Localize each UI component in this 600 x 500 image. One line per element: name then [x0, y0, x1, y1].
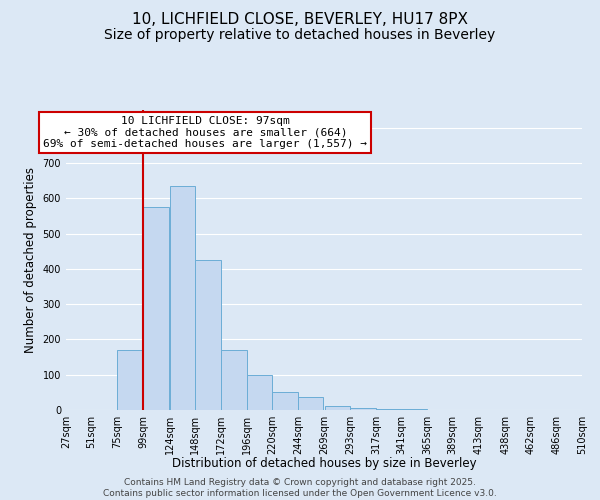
Bar	[195, 260, 221, 410]
Bar	[325, 406, 350, 410]
Bar	[350, 408, 376, 410]
Bar	[143, 207, 169, 410]
Y-axis label: Number of detached properties: Number of detached properties	[24, 167, 37, 353]
Text: Size of property relative to detached houses in Beverley: Size of property relative to detached ho…	[104, 28, 496, 42]
Bar	[221, 350, 247, 410]
Bar	[376, 409, 401, 410]
Bar	[247, 374, 272, 410]
Text: 10, LICHFIELD CLOSE, BEVERLEY, HU17 8PX: 10, LICHFIELD CLOSE, BEVERLEY, HU17 8PX	[132, 12, 468, 28]
X-axis label: Distribution of detached houses by size in Beverley: Distribution of detached houses by size …	[172, 457, 476, 470]
Bar	[298, 396, 323, 410]
Bar	[117, 350, 143, 410]
Text: 10 LICHFIELD CLOSE: 97sqm
← 30% of detached houses are smaller (664)
69% of semi: 10 LICHFIELD CLOSE: 97sqm ← 30% of detac…	[43, 116, 367, 149]
Bar	[272, 392, 298, 410]
Bar	[170, 186, 195, 410]
Text: Contains HM Land Registry data © Crown copyright and database right 2025.
Contai: Contains HM Land Registry data © Crown c…	[103, 478, 497, 498]
